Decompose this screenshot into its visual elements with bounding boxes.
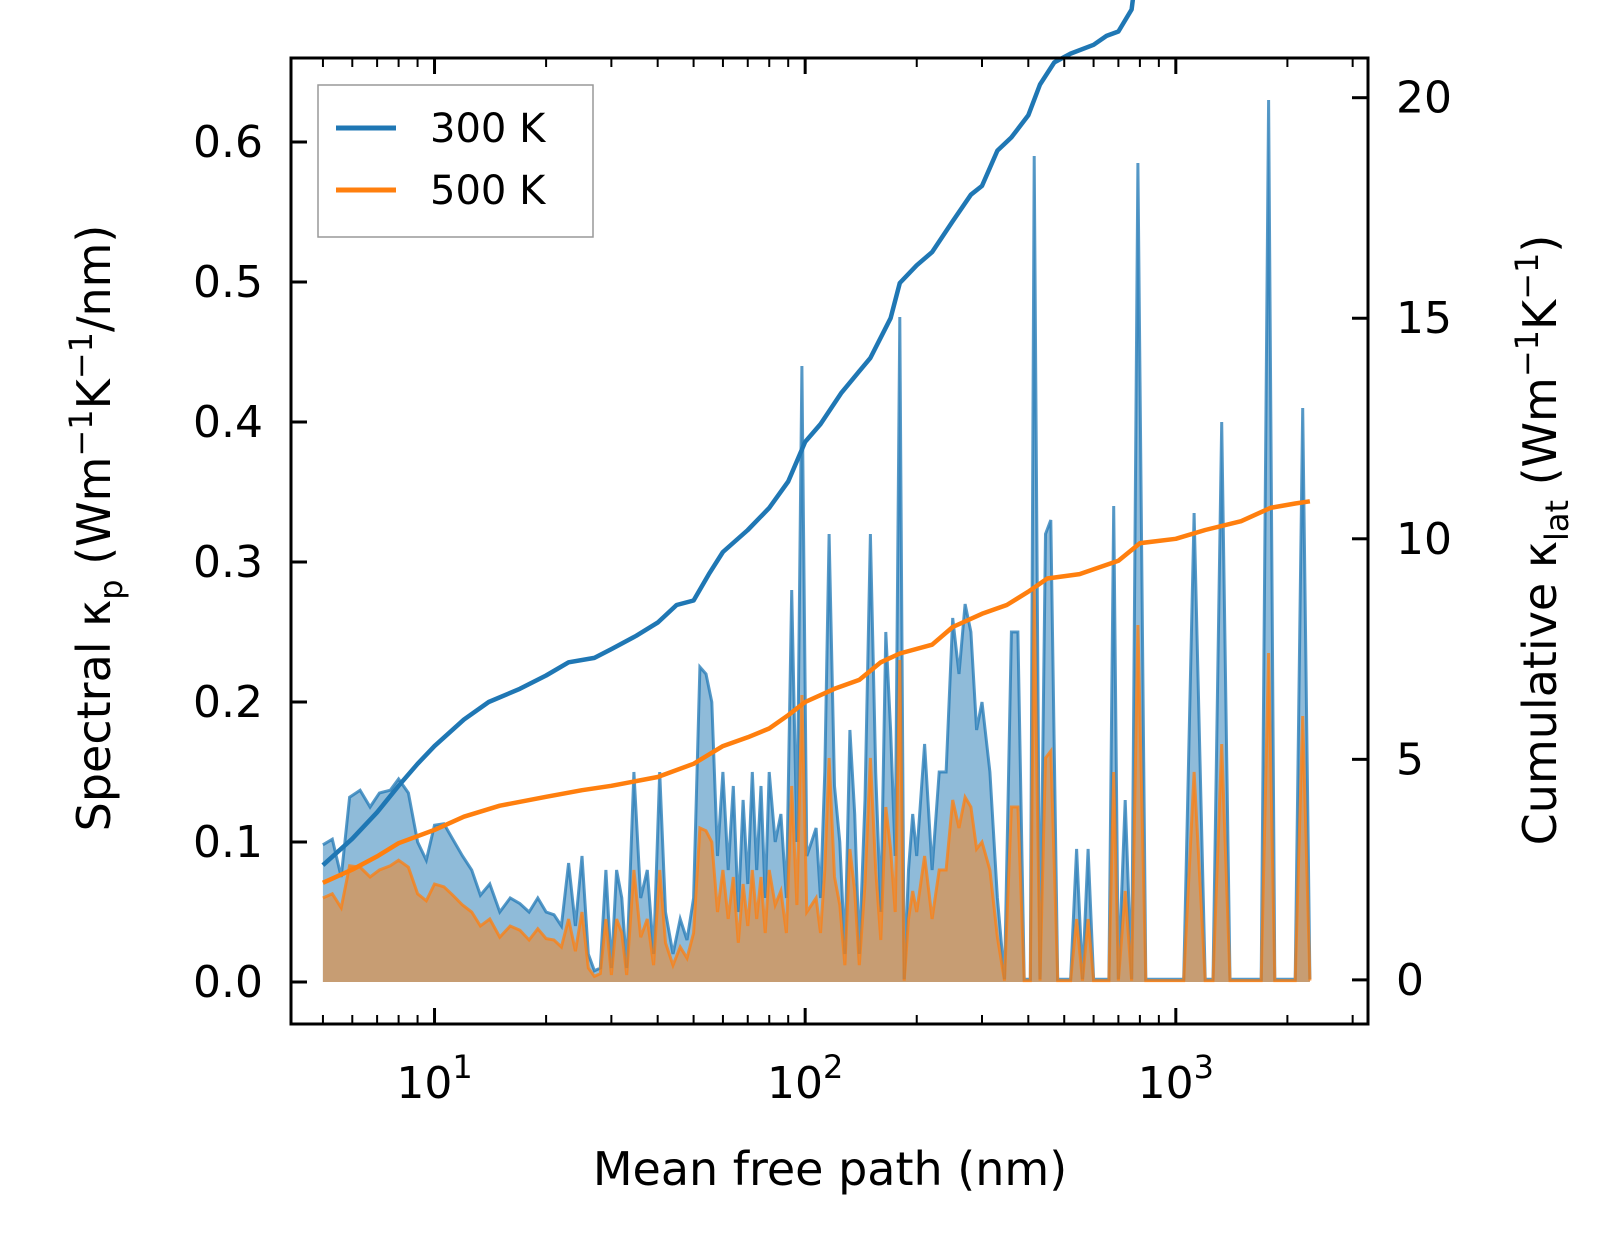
spectral-line-500k [322,589,1312,983]
right-y-tick-label: 10 [1396,514,1452,565]
spectral-fill-500k [322,590,1310,982]
plot-area [321,0,1312,983]
left-y-tick-label: 0.5 [193,257,263,308]
right-y-tick-label: 0 [1396,955,1424,1006]
right-y-tick-labels: 0 5 10 15 20 [1396,73,1452,1006]
legend-label-500k: 500 K [430,168,547,214]
legend-label-300k: 300 K [430,106,547,152]
right-y-tick-label: 20 [1396,73,1452,124]
x-tick-labels: 101 102 103 [396,1048,1214,1109]
x-axis-label: Mean free path (nm) [593,1142,1067,1196]
spectral-lines [322,99,1312,983]
left-y-tick-label: 0.4 [193,397,263,448]
left-y-tick-label: 0.3 [193,537,263,588]
right-y-tick-label: 15 [1396,293,1452,344]
legend-box [317,84,594,238]
right-y-axis-label: Cumulative κlat (Wm−1K−1) [1508,235,1576,846]
spectral-fill-300k [322,100,1310,982]
legend: 300 K 500 K [317,84,594,238]
right-y-tick-label: 5 [1396,734,1424,785]
cumulative-line-300k [321,0,1136,867]
x-tick-label: 103 [1138,1048,1214,1109]
cumulative-lines [321,0,1311,885]
left-y-tick-label: 0.0 [193,957,263,1008]
plot-frame [289,56,1370,1026]
left-y-axis-label: Spectral κp (Wm−1K−1/nm) [62,225,130,832]
x-tick-label: 102 [767,1048,843,1109]
left-y-tick-label: 0.1 [193,817,263,868]
spectral-line-300k [322,99,1312,981]
left-y-tick-label: 0.2 [193,677,263,728]
left-y-tick-labels: 0.0 0.1 0.2 0.3 0.4 0.5 0.6 [193,117,263,1008]
left-y-tick-label: 0.6 [193,117,263,168]
cumulative-line-500k [321,499,1311,885]
x-tick-label: 101 [396,1048,472,1109]
